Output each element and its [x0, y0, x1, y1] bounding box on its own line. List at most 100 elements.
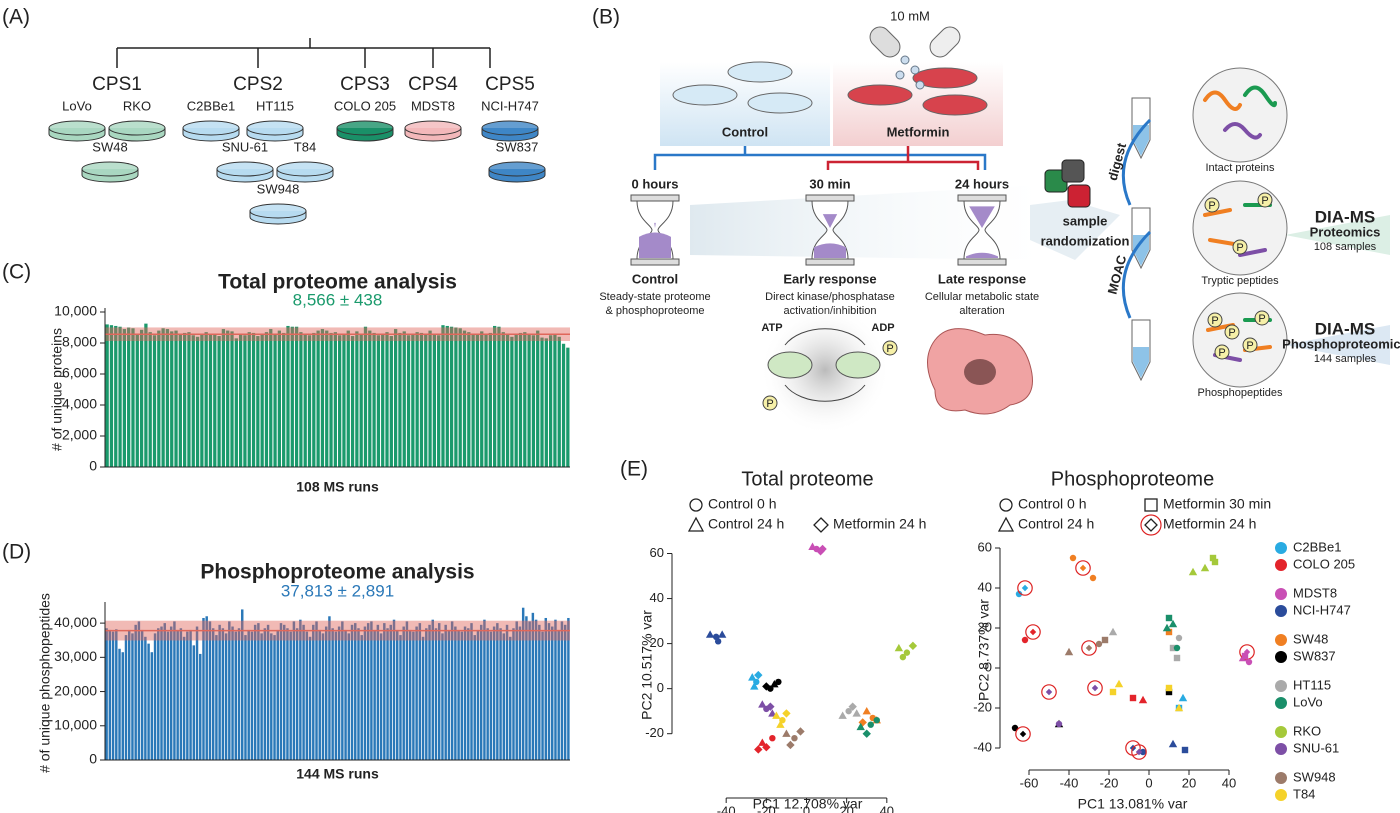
bar: [431, 619, 434, 760]
bar: [111, 631, 115, 760]
bar: [320, 329, 325, 467]
bar: [518, 332, 523, 467]
x-axis-label: PC1 13.081% var: [1078, 796, 1188, 812]
point: [1069, 554, 1077, 562]
sand: [814, 243, 846, 258]
y-tick-label: 40,000: [54, 614, 97, 630]
phospho: P: [886, 343, 893, 355]
bar: [295, 628, 299, 760]
bar: [148, 332, 152, 467]
bar: [376, 335, 381, 467]
beam: [690, 185, 1040, 260]
y-tick-label: 2,000: [62, 427, 97, 443]
bar: [315, 621, 318, 760]
time: 24 hours: [955, 176, 1009, 191]
bar: [105, 628, 108, 760]
bar: [213, 333, 217, 467]
bar: [445, 325, 449, 467]
panel-label: (D): [2, 541, 31, 564]
bar: [467, 332, 471, 467]
p-circle: [1257, 192, 1273, 208]
bar: [187, 332, 191, 467]
y-axis-label: # of unique phosphopeptides: [37, 593, 53, 773]
bar: [512, 628, 515, 760]
bar: [195, 336, 200, 467]
bar: [531, 612, 535, 760]
dish-lid: [108, 120, 166, 136]
bar: [541, 631, 544, 760]
bar: [557, 629, 560, 760]
group-label: CPS4: [408, 74, 458, 95]
time: 0 hours: [632, 176, 679, 191]
bar: [244, 635, 247, 760]
stage-title: Early response: [783, 271, 876, 286]
point-ring: [1081, 640, 1097, 656]
bar: [169, 626, 173, 760]
point: [1168, 619, 1178, 628]
bar: [234, 631, 238, 760]
legend-label: COLO 205: [1293, 556, 1355, 571]
y-tick-label: 0: [985, 659, 992, 674]
bar: [359, 333, 363, 467]
arrow: [1121, 230, 1152, 319]
bar: [357, 628, 360, 760]
point-core: [1019, 730, 1027, 738]
dish-lid: [246, 120, 304, 136]
bar: [486, 628, 489, 760]
bar: [241, 609, 244, 760]
series: [748, 670, 763, 690]
x-axis-label: PC1 12.708% var: [753, 796, 863, 812]
metformin-dishes: [847, 67, 988, 116]
bar: [269, 329, 273, 467]
cell-line: NCI-H747: [481, 98, 539, 113]
y-tick-label: -20: [973, 699, 992, 714]
bar: [428, 330, 432, 467]
point: [1101, 636, 1109, 644]
panel-label: (A): [2, 6, 30, 29]
legend-label: SW948: [1293, 769, 1336, 784]
phospho: P: [1261, 195, 1268, 207]
x-tick-label: 20: [839, 803, 853, 813]
bar: [147, 643, 150, 760]
p-circle: [1254, 310, 1270, 326]
bar: [476, 629, 480, 760]
bar: [540, 337, 544, 467]
bar: [363, 626, 367, 760]
bar: [460, 631, 464, 760]
bar: [316, 330, 320, 467]
point: [758, 700, 767, 708]
legend-label: SNU-61: [1293, 740, 1339, 755]
phospho: P: [1246, 340, 1253, 352]
bar: [386, 628, 389, 760]
bar: [208, 334, 213, 467]
bar: [449, 326, 454, 467]
bar: [560, 621, 564, 760]
point: [687, 516, 705, 532]
point: [1064, 647, 1074, 656]
bar: [277, 330, 282, 467]
sand: [822, 214, 838, 228]
bar: [360, 635, 363, 760]
point: [1075, 560, 1091, 576]
bar: [176, 629, 179, 760]
cell-line: T84: [294, 139, 316, 154]
bar: [153, 633, 157, 760]
bar: [307, 335, 312, 467]
point: [1165, 614, 1173, 622]
bar: [305, 631, 309, 760]
cell-line: MDST8: [411, 98, 455, 113]
y-tick-label: 60: [978, 539, 992, 554]
bar: [260, 333, 264, 467]
bar: [489, 631, 493, 760]
bar: [444, 624, 447, 760]
point: [1140, 514, 1162, 536]
sand: [966, 252, 998, 258]
point-core: [1079, 564, 1087, 572]
stage-title: Control: [632, 271, 678, 286]
bar: [497, 326, 501, 467]
bar: [282, 624, 286, 760]
bar: [342, 333, 346, 467]
y-tick-label: 0: [89, 458, 97, 474]
bar: [251, 332, 256, 467]
